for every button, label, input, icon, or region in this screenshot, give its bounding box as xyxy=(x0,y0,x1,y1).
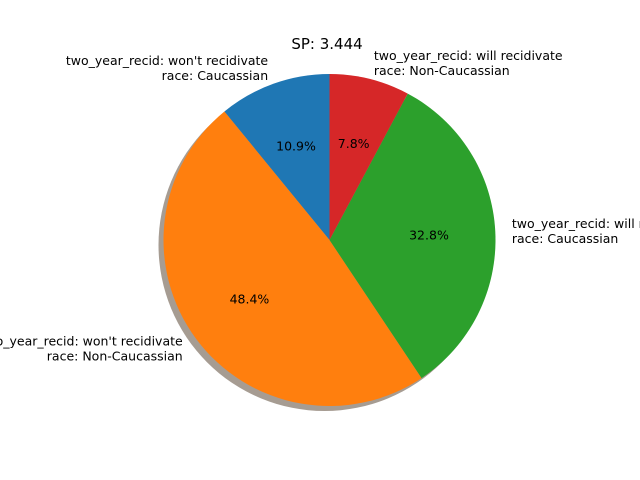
slice-label: two_year_recid: won't recidivate race: Ca… xyxy=(66,53,269,83)
slice-label-line: two_year_recid: will recidivate xyxy=(374,48,563,63)
slice-label-line: two_year_recid: won't recidivate xyxy=(66,53,269,68)
chart-title: SP: 3.444 xyxy=(291,35,362,53)
slice-percent-label: 7.8% xyxy=(338,136,370,151)
slice-percent-label: 48.4% xyxy=(230,292,270,307)
pie-slice xyxy=(163,111,422,407)
slice-label-line: race: Non-Caucassian xyxy=(374,63,510,78)
pie-slice xyxy=(329,93,496,379)
slice-label: two_year_recid: won't recidivate race: No… xyxy=(0,334,183,364)
slice-label-line: race: Caucassian xyxy=(162,68,268,83)
slice-percent-label: 32.8% xyxy=(409,228,449,243)
pie-slice xyxy=(329,74,408,240)
slice-percent-label: 10.9% xyxy=(276,139,316,154)
pie-slice xyxy=(224,74,330,240)
slice-label-line: race: Non-Caucassian xyxy=(47,349,183,364)
slice-label: two_year_recid: will recidivate race: Non… xyxy=(374,48,563,78)
slice-label-line: race: Caucassian xyxy=(512,231,618,246)
slice-label-line: two_year_recid: won't recidivate xyxy=(0,334,183,349)
slice-label-line: two_year_recid: will recidivate xyxy=(512,216,640,231)
